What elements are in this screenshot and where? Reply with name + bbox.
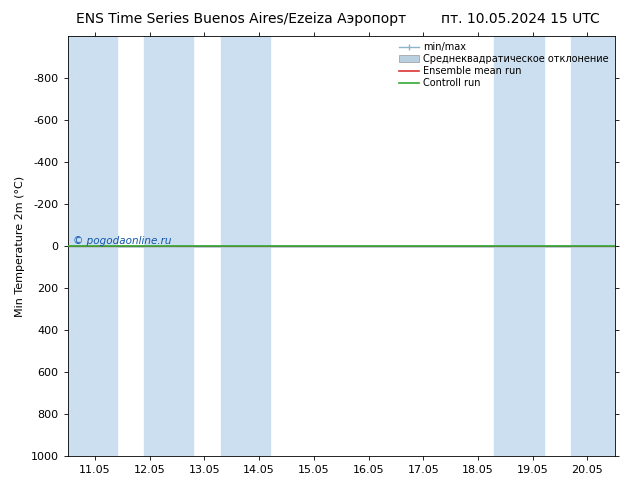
- Bar: [68, 36, 117, 456]
- Bar: [495, 36, 544, 456]
- Legend: min/max, Среднеквадратическое отклонение, Ensemble mean run, Controll run: min/max, Среднеквадратическое отклонение…: [395, 38, 613, 92]
- Text: пт. 10.05.2024 15 UTC: пт. 10.05.2024 15 UTC: [441, 12, 599, 26]
- Text: © pogodaonline.ru: © pogodaonline.ru: [73, 236, 172, 246]
- Y-axis label: Min Temperature 2m (°C): Min Temperature 2m (°C): [15, 175, 25, 317]
- Bar: [144, 36, 193, 456]
- Text: ENS Time Series Buenos Aires/Ezeiza Аэропорт: ENS Time Series Buenos Aires/Ezeiza Аэро…: [76, 12, 406, 26]
- Bar: [221, 36, 270, 456]
- Bar: [571, 36, 615, 456]
